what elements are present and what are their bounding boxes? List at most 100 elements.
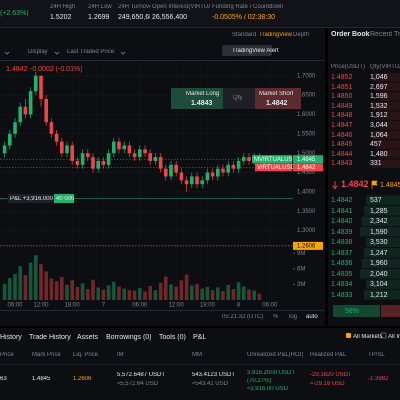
chart-footer-item[interactable]: auto <box>306 314 318 320</box>
candle-body <box>127 145 132 154</box>
candle-body <box>80 153 85 165</box>
market-long-price[interactable]: 1.4843 <box>191 100 213 107</box>
alert-button[interactable] <box>222 45 272 56</box>
market-long-button[interactable] <box>171 88 223 109</box>
bid-price: 1.4838 <box>331 239 353 246</box>
position-tab[interactable]: Assets <box>77 334 99 341</box>
candle-body <box>169 164 173 177</box>
last-tag-box <box>255 163 292 172</box>
order-book-tab[interactable]: Order Book <box>331 31 370 38</box>
volume-bar <box>257 293 262 300</box>
volume-bar <box>179 280 184 300</box>
position-cell: 63 <box>0 376 7 382</box>
x-tick-label: 06:00 <box>7 303 23 309</box>
volume-bar <box>252 290 256 300</box>
x-tick-label: 8 <box>237 303 241 309</box>
position-cell: ≈5,572.64 USD <box>117 381 158 387</box>
candle-body <box>96 160 100 169</box>
ask-price: 1.4843 <box>331 160 353 168</box>
volume-bar <box>49 278 54 300</box>
bid-price: 1.4833 <box>331 291 353 299</box>
candle-body <box>205 172 210 181</box>
x-tick-label: 7 <box>102 303 106 309</box>
candle-body <box>8 133 12 146</box>
candle-body <box>2 145 7 154</box>
depth-bar <box>366 195 400 205</box>
chart-view-tab[interactable]: Standard <box>232 32 257 38</box>
chevron <box>4 51 10 55</box>
position-tab[interactable]: History <box>0 334 22 341</box>
toolbar-item[interactable]: Last Traded Price <box>67 49 115 55</box>
bid-qty: 1,247 <box>370 249 388 257</box>
position-cell: 5,572.6487 USDT <box>117 372 166 378</box>
column-header: Mark Price <box>32 352 61 358</box>
volume-bar <box>80 283 85 300</box>
order-overlay <box>171 88 301 109</box>
y-tick-label: 1.7000 <box>297 73 316 79</box>
position-tab[interactable]: Borrowings (0) <box>106 334 152 341</box>
qty-label: Qty <box>233 95 243 101</box>
volume-bar <box>86 289 90 300</box>
column-header: Price <box>0 352 14 358</box>
recent-trades-tab[interactable]: Recent Trades <box>370 31 400 38</box>
pnl-label: P&L +3,916.000 <box>10 196 53 202</box>
chart-footer-item[interactable]: % <box>273 314 279 320</box>
ask-price: 1.4852 <box>331 74 353 81</box>
candle-body <box>65 145 69 154</box>
candle-body <box>138 149 142 158</box>
candle-body <box>210 172 215 177</box>
candle-body <box>117 141 121 150</box>
volume-bar <box>28 262 33 300</box>
chart-view-tab[interactable]: TradingView <box>259 32 293 38</box>
volume-bar <box>231 289 236 300</box>
price-change: -0.0002 (-0.01%) <box>30 66 83 73</box>
divider <box>0 60 325 61</box>
market-short-price[interactable]: 1.4842 <box>266 100 288 107</box>
last-tag: VIRTUALUSDT <box>257 165 299 171</box>
candle-body <box>28 91 33 115</box>
position-cell: 1.2606 <box>73 376 92 382</box>
volume-bar <box>65 284 69 300</box>
y-tick-label: 1.5500 <box>297 131 316 137</box>
position-tab[interactable]: Tools (0) <box>159 334 186 341</box>
volume-bar <box>174 286 178 300</box>
market-short-button[interactable] <box>255 88 301 109</box>
pnl-qty-box <box>54 194 74 203</box>
divider <box>0 27 400 28</box>
volume-bar <box>101 289 106 300</box>
filter-option[interactable]: All Instruments <box>388 334 400 340</box>
depth-bar <box>364 290 400 300</box>
volume-bar <box>132 290 137 300</box>
filter-option[interactable]: All Markets <box>353 334 383 340</box>
position-tab[interactable]: P&L <box>193 334 207 341</box>
stat-label: 24H Low <box>88 4 112 10</box>
chart-footer-item[interactable]: log <box>289 314 298 320</box>
y-tick-label: 1.6000 <box>297 112 316 118</box>
mark-price-box <box>293 155 323 164</box>
market-long-label[interactable]: Market Long <box>186 91 220 97</box>
volume-bar <box>138 288 142 300</box>
column-header: MM <box>192 352 202 358</box>
y-tick-label: 1.3000 <box>297 228 316 234</box>
position-tab[interactable]: Trade History <box>29 334 71 341</box>
bid-price: 1.4835 <box>331 270 353 278</box>
down-arrow <box>332 181 338 190</box>
bid-qty: 1,212 <box>370 291 388 299</box>
depth-bar <box>364 206 400 216</box>
volume-bar <box>143 291 147 300</box>
alert-label[interactable]: TradingView Alert <box>232 48 279 54</box>
last-price-box <box>293 163 323 172</box>
market-short-label[interactable]: Market Short <box>259 91 294 97</box>
ask-price: 1.4844 <box>331 150 353 158</box>
depth-bar <box>380 149 400 159</box>
ask-qty: 3,044 <box>370 122 388 129</box>
ticker-bar <box>0 0 400 27</box>
chevron <box>54 51 60 55</box>
stat-value: 249,650,689.20 <box>118 14 150 21</box>
candle-body <box>158 157 163 169</box>
depth-bar <box>360 227 400 237</box>
chart-view-tab[interactable]: Depth <box>293 32 310 38</box>
volume-bar <box>112 281 116 300</box>
toolbar-item[interactable]: Display <box>28 49 48 55</box>
